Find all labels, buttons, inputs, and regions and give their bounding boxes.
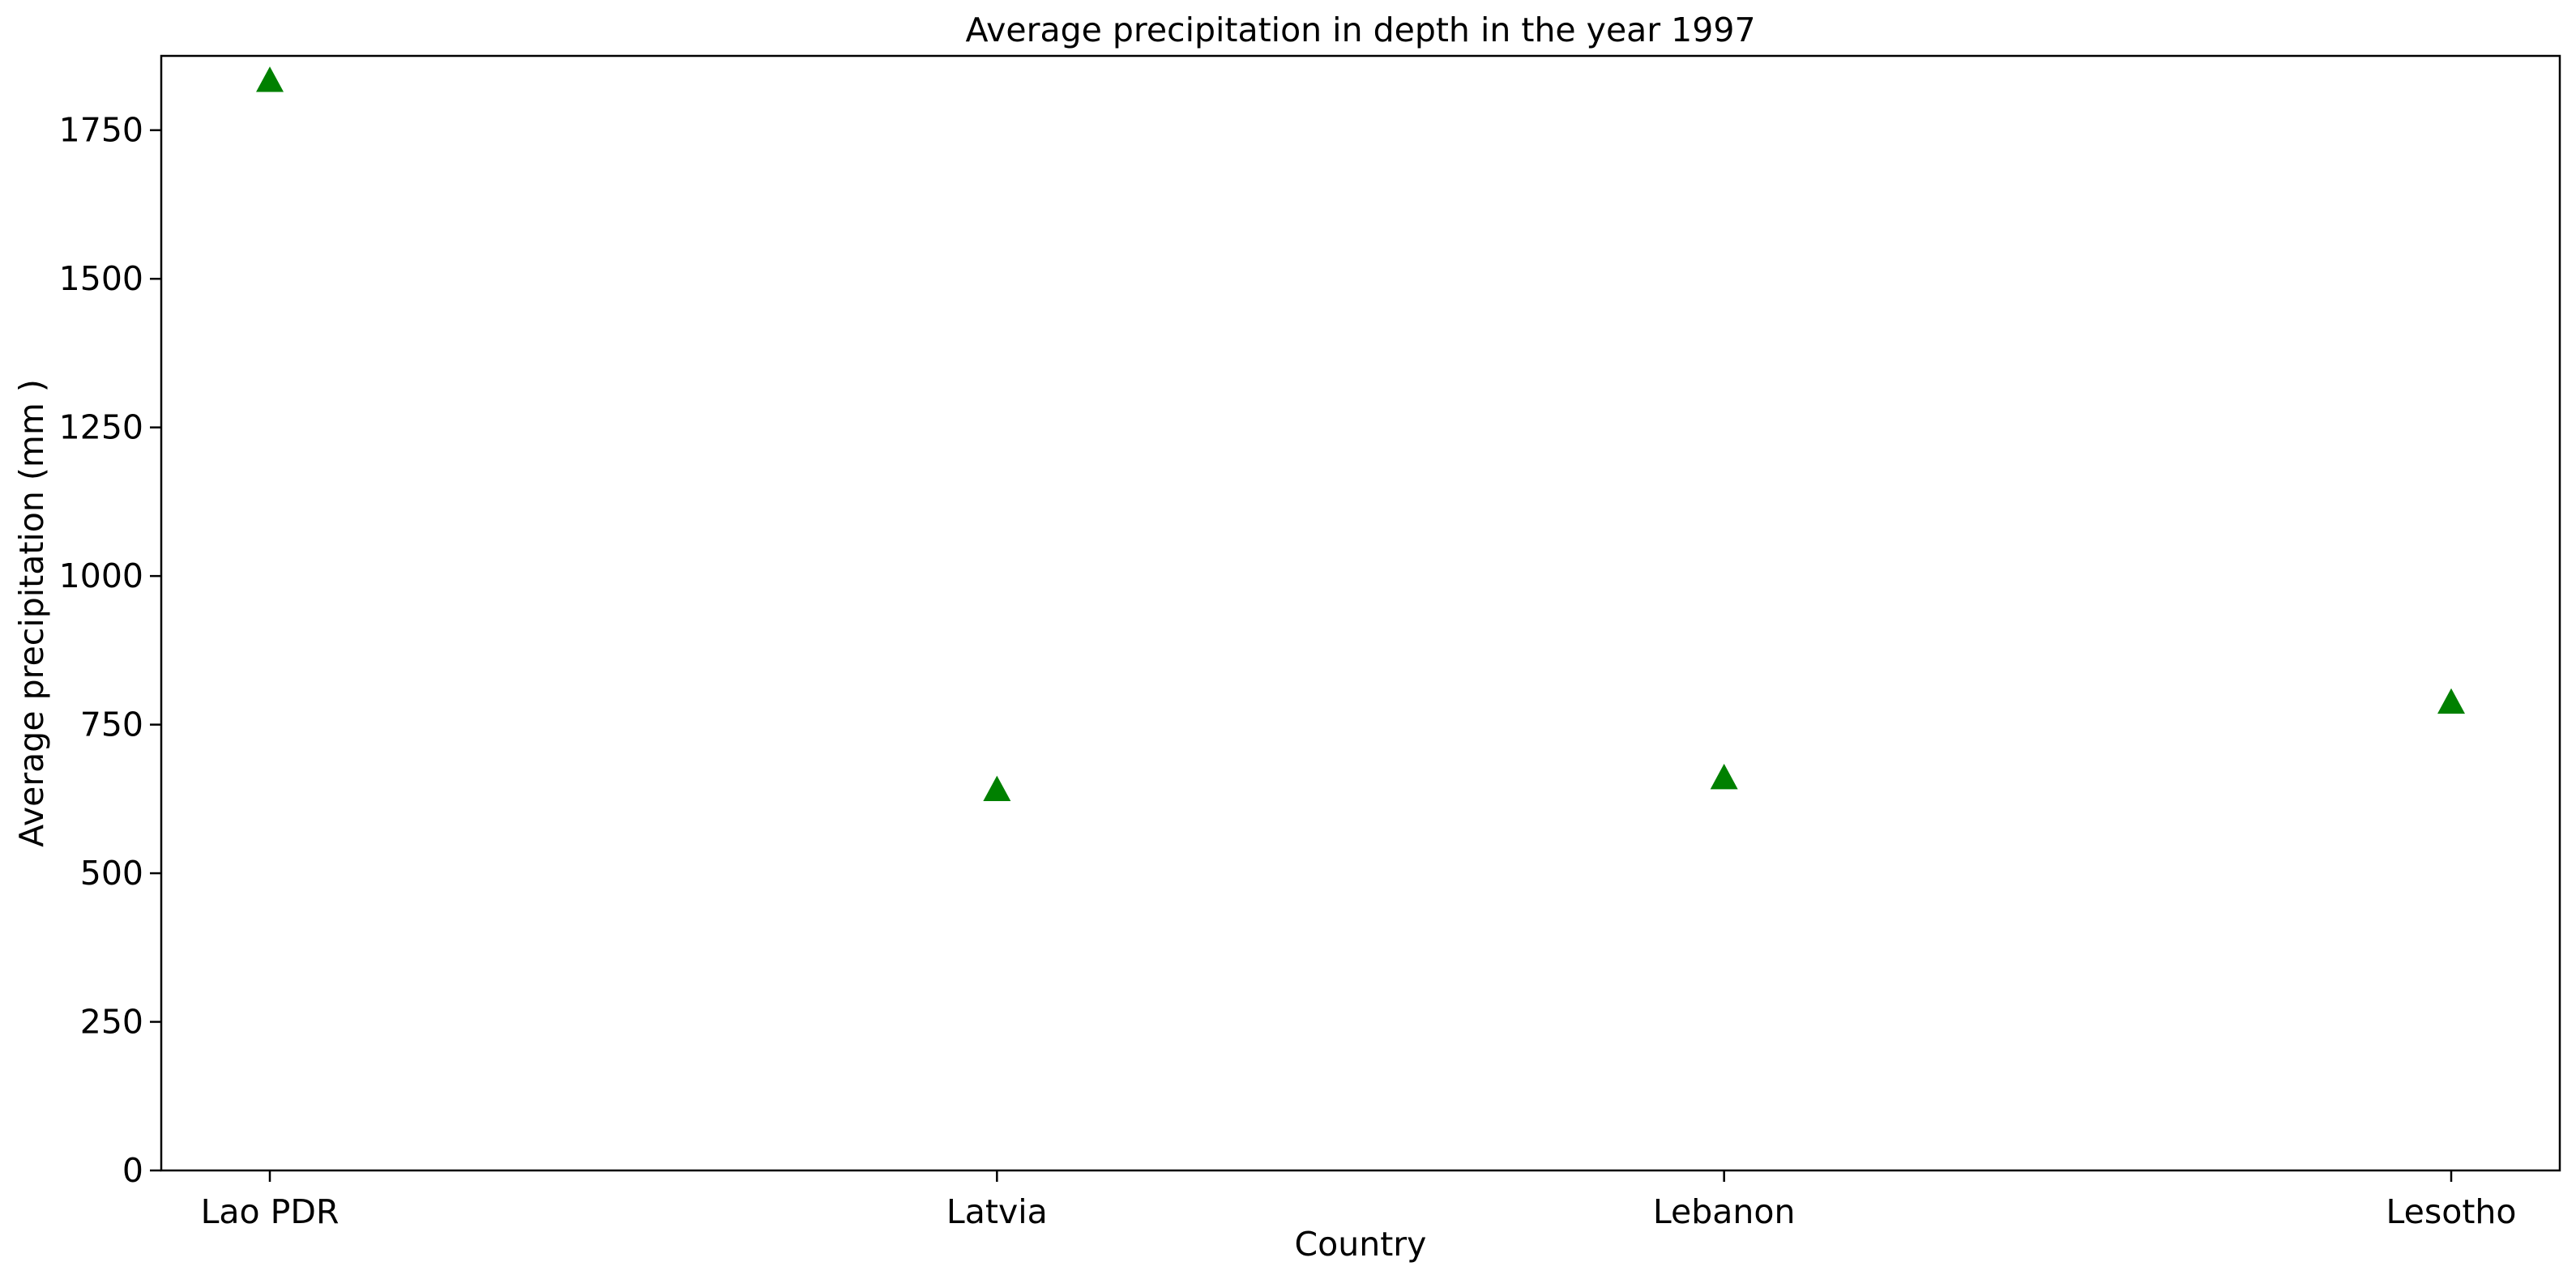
chart-title: Average precipitation in depth in the ye…	[965, 11, 1755, 49]
y-axis-label: Average precipitation (mm )	[12, 379, 51, 847]
x-tick-label: Lesotho	[2386, 1192, 2517, 1231]
y-tick-label: 0	[122, 1151, 143, 1190]
x-tick-label: Latvia	[946, 1192, 1048, 1231]
data-points	[256, 66, 2465, 802]
x-tick-label: Lebanon	[1653, 1192, 1796, 1231]
data-point-marker	[2437, 688, 2465, 714]
x-axis-label: Country	[1295, 1225, 1427, 1264]
data-point-marker	[983, 775, 1011, 802]
data-point-marker	[1710, 763, 1738, 790]
y-tick-label: 1250	[59, 408, 143, 447]
y-tick-label: 750	[80, 706, 143, 744]
y-tick-label: 500	[80, 854, 143, 893]
y-tick-label: 1000	[59, 556, 143, 595]
x-tick-label: Lao PDR	[201, 1192, 340, 1231]
plot-frame	[160, 54, 2561, 1172]
x-axis-ticks: Lao PDR Latvia Lebanon Lesotho	[201, 1170, 2517, 1231]
y-tick-label: 1750	[59, 111, 143, 150]
y-axis-ticks: 0 250 500 750 1000 1250 1500 1750	[59, 111, 161, 1190]
data-point-marker	[256, 66, 284, 92]
y-tick-label: 1500	[59, 259, 143, 298]
y-tick-label: 250	[80, 1003, 143, 1042]
